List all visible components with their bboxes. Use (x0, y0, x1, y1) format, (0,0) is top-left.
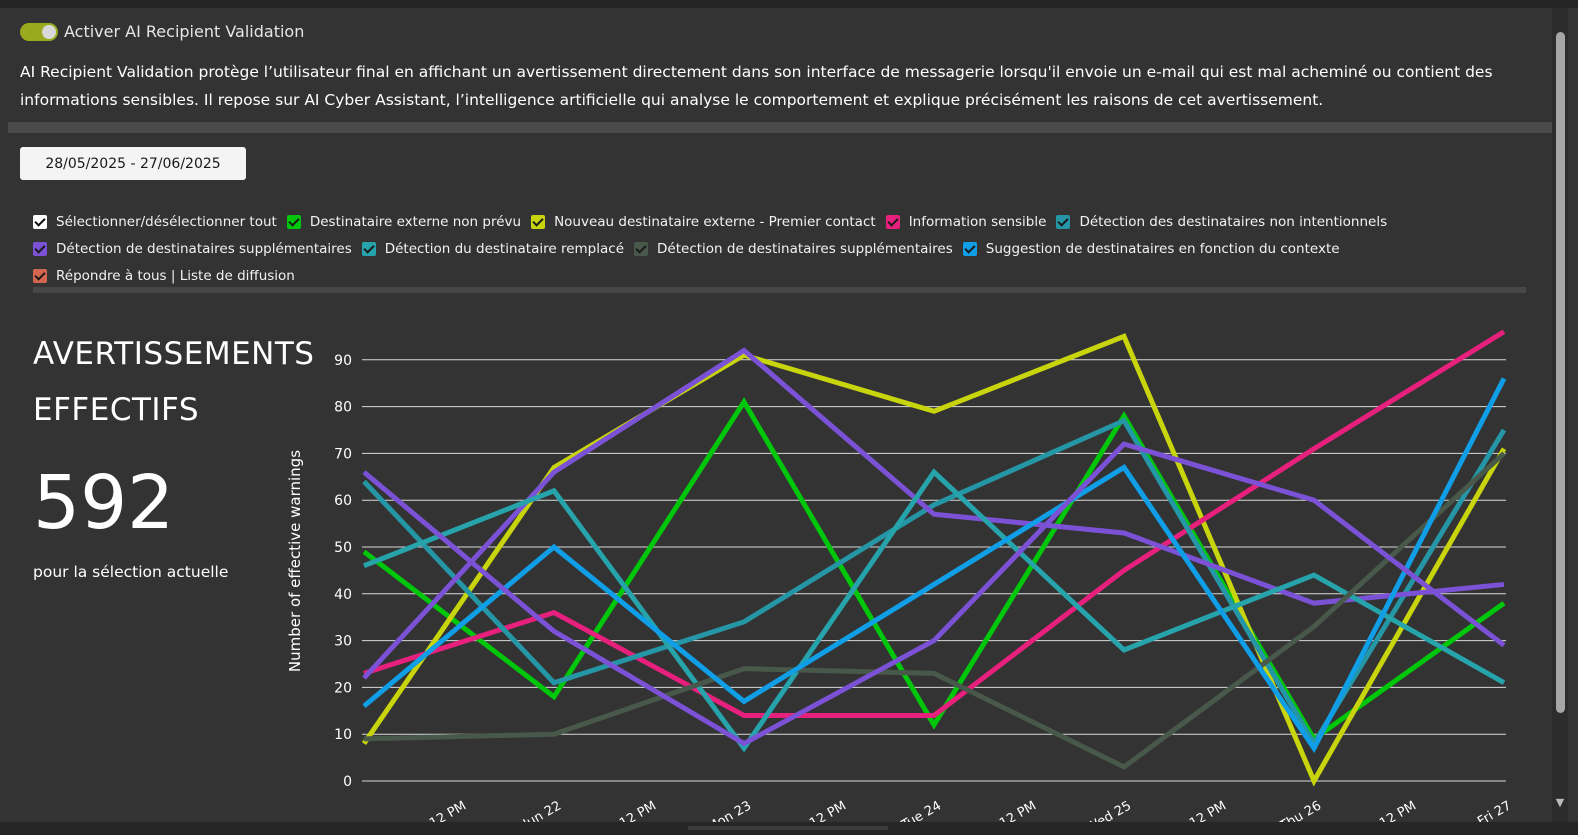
y-tick-label: 90 (334, 353, 352, 369)
y-tick-label: 0 (343, 774, 352, 790)
x-tick-label: 12 PM (427, 798, 469, 822)
y-tick-label: 70 (334, 446, 352, 462)
series-filter-legend: Sélectionner/désélectionner tout Destinat… (33, 208, 1533, 289)
checkbox-check-icon[interactable] (33, 214, 47, 229)
kpi-title-line2: EFFECTIFS (33, 392, 200, 428)
x-tick-label: Wed 25 (1084, 798, 1134, 822)
checkbox-check-icon[interactable] (361, 241, 376, 256)
legend-row: Sélectionner/désélectionner tout Destinat… (33, 208, 1533, 235)
series-line-8 (362, 441, 1506, 747)
select-all-checkbox-item[interactable]: Sélectionner/désélectionner tout (33, 214, 277, 230)
x-tick-label: 12 PM (997, 798, 1039, 822)
y-tick-label: 60 (334, 493, 352, 509)
y-tick-label: 80 (334, 400, 352, 416)
ai-validation-toggle[interactable] (20, 23, 58, 41)
section-separator (8, 122, 1552, 133)
checkbox-check-icon[interactable] (531, 214, 546, 229)
kpi-title-line1: AVERTISSEMENTS (33, 336, 315, 372)
series-line-4 (362, 347, 1505, 680)
scrollbar-thumb[interactable] (1556, 32, 1565, 713)
x-tick-label: Thu 26 (1277, 798, 1324, 822)
checkbox-check-icon[interactable] (1056, 214, 1071, 229)
x-tick-label: Tue 24 (898, 798, 944, 822)
series-line-2 (363, 329, 1506, 718)
y-axis-label: Number of effective warnings (286, 450, 304, 672)
series-line-7 (362, 377, 1507, 754)
kpi-value: 592 (33, 460, 175, 546)
legend-label: Détection du destinataire remplacé (384, 240, 625, 257)
window-top-bar (0, 0, 1578, 8)
y-tick-label: 20 (334, 680, 352, 696)
series-line-1 (361, 333, 1507, 787)
legend-divider (33, 287, 1526, 293)
series-checkbox-item[interactable]: Nouveau destinataire externe - Premier c… (531, 214, 876, 230)
legend-label: Détection de destinataires supplémentair… (657, 240, 953, 257)
warnings-line-chart: 0 10 20 30 40 50 60 70 80 90 Number of effective w… (286, 329, 1514, 822)
date-range-picker[interactable]: 28/05/2025 - 27/06/2025 (20, 147, 246, 180)
legend-label: Nouveau destinataire externe - Premier c… (554, 213, 876, 230)
kpi-subtitle: pour la sélection actuelle (33, 563, 229, 581)
toggle-knob (42, 25, 56, 39)
legend-label: Sélectionner/désélectionner tout (56, 213, 277, 230)
x-tick-label: 12 PM (807, 798, 849, 822)
x-tick-label: 12 PM (1377, 798, 1419, 822)
legend-label: Répondre à tous | Liste de diffusion (56, 267, 295, 284)
series-checkbox-item[interactable]: Détection du destinataire remplacé (361, 240, 625, 257)
x-tick-label: Mon 23 (705, 798, 754, 822)
legend-row: Répondre à tous | Liste de diffusion (33, 262, 1533, 289)
y-tick-label: 40 (334, 587, 352, 603)
legend-label: Suggestion de destinataires en fonction … (985, 240, 1340, 257)
x-tick-label: 12 PM (617, 798, 659, 822)
kpi-title: AVERTISSEMENTS EFFECTIFS (33, 326, 314, 438)
series-checkbox-item[interactable]: Détection de destinataires supplémentair… (634, 241, 953, 257)
x-tick-label: Jun 22 (520, 798, 564, 822)
legend-label: Détection des destinataires non intentio… (1079, 213, 1388, 230)
checkbox-check-icon[interactable] (33, 241, 47, 256)
legend-label: Information sensible (908, 213, 1047, 230)
series-checkbox-item[interactable]: Suggestion de destinataires en fonction … (962, 240, 1340, 257)
series-line-6 (363, 451, 1506, 770)
legend-row: Détection de destinataires supplémentair… (33, 235, 1533, 262)
checkbox-check-icon[interactable] (962, 241, 977, 256)
checkbox-check-icon[interactable] (286, 214, 301, 229)
series-checkbox-item[interactable]: Répondre à tous | Liste de diffusion (33, 268, 295, 284)
y-tick-label: 30 (334, 634, 352, 650)
toggle-label: Activer AI Recipient Validation (64, 22, 305, 41)
legend-label: Destinataire externe non prévu (309, 213, 522, 230)
series-line-5 (363, 468, 1506, 753)
feature-description: AI Recipient Validation protège l’utilis… (20, 63, 1493, 109)
x-tick-label: Fri 27 (1475, 798, 1514, 822)
scroll-down-arrow-icon[interactable]: ▼ (1555, 796, 1565, 809)
checkbox-check-icon[interactable] (634, 241, 649, 256)
legend-label: Détection de destinataires supplémentair… (56, 240, 352, 257)
y-tick-label: 10 (334, 727, 352, 743)
series-checkbox-item[interactable]: Détection de destinataires supplémentair… (33, 241, 352, 257)
series-checkbox-item[interactable]: Destinataire externe non prévu (286, 213, 522, 230)
x-tick-label: 12 PM (1187, 798, 1229, 822)
checkbox-check-icon[interactable] (885, 214, 900, 229)
checkbox-check-icon[interactable] (33, 268, 47, 283)
y-tick-label: 50 (334, 540, 352, 556)
series-line-0 (362, 397, 1506, 743)
window-bottom-bar (0, 822, 1578, 835)
series-checkbox-item[interactable]: Information sensible (885, 213, 1047, 230)
series-checkbox-item[interactable]: Détection des destinataires non intentio… (1056, 214, 1387, 230)
